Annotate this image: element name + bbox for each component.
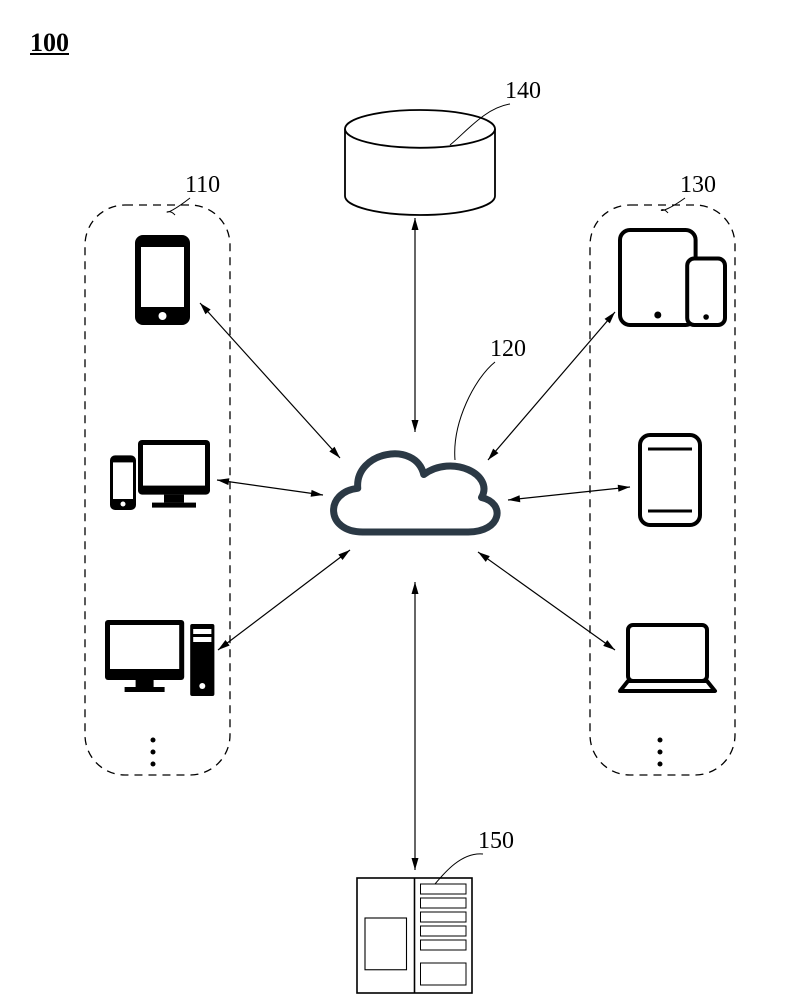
- desktop-computer-icon: [105, 620, 214, 696]
- ref-label-130: 130: [680, 172, 716, 199]
- ref-label-150: 150: [478, 828, 514, 855]
- tablet-and-phone-outline-icon: [620, 230, 725, 325]
- server-rack-icon: [357, 878, 472, 993]
- ellipsis-icon: [151, 762, 156, 767]
- diagram-svg: [0, 0, 798, 1000]
- database-cylinder-icon: [345, 110, 495, 215]
- connection-arrow: [508, 485, 630, 502]
- connection-arrow: [488, 312, 615, 460]
- connection-arrow: [217, 478, 323, 497]
- ellipsis-icon: [658, 750, 663, 755]
- figure-number-label: 100: [30, 28, 69, 58]
- connection-arrow: [412, 218, 419, 432]
- desktop-and-phone-icon: [110, 440, 210, 510]
- cloud-icon: [334, 454, 498, 532]
- ellipsis-icon: [658, 762, 663, 767]
- connection-arrow: [200, 303, 340, 458]
- leader-line: [455, 362, 495, 460]
- leader-line: [167, 198, 190, 215]
- ellipsis-icon: [658, 738, 663, 743]
- ref-label-140: 140: [505, 78, 541, 105]
- smartphone-solid-icon: [135, 235, 190, 325]
- ref-label-120: 120: [490, 336, 526, 363]
- figure-canvas: 100 110 120 130 140 150: [0, 0, 798, 1000]
- laptop-outline-icon: [620, 625, 715, 691]
- ellipsis-icon: [151, 750, 156, 755]
- connection-arrow: [412, 582, 419, 870]
- connection-arrow: [478, 552, 615, 650]
- smartphone-outline-icon: [640, 435, 700, 525]
- ref-label-110: 110: [185, 172, 220, 199]
- connection-arrow: [218, 550, 350, 650]
- ellipsis-icon: [151, 738, 156, 743]
